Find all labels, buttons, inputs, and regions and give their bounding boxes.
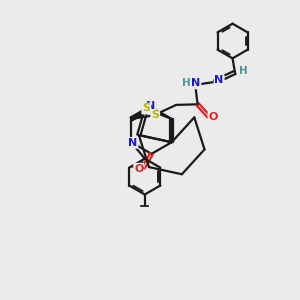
Text: O: O <box>208 112 218 122</box>
Text: O: O <box>134 164 143 174</box>
Text: N: N <box>191 78 200 88</box>
Text: S: S <box>151 110 159 120</box>
Text: H: H <box>239 66 248 76</box>
Text: S: S <box>142 103 150 113</box>
Text: N: N <box>128 138 137 148</box>
Text: H: H <box>182 78 190 88</box>
Text: N: N <box>146 101 155 111</box>
Text: N: N <box>214 75 224 85</box>
